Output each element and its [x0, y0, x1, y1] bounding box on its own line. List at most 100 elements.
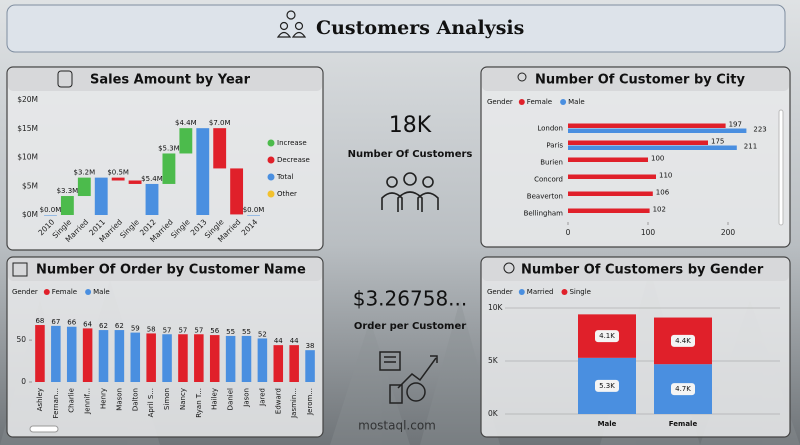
- data-label: 55: [242, 328, 251, 336]
- panel-title-bar: [8, 68, 322, 91]
- legend-swatch: [267, 173, 275, 181]
- y-tick-label: Beaverton: [527, 193, 563, 201]
- y-tick-label: Concord: [534, 176, 563, 184]
- x-tick-label: Jared: [258, 388, 266, 407]
- data-label: 223: [753, 126, 766, 134]
- title-icon: [12, 262, 28, 277]
- bar: [568, 157, 648, 162]
- y-tick-label: 50: [16, 335, 26, 344]
- panel-title: Number Of Customers by Gender: [521, 263, 764, 278]
- waterfall-bar: [128, 180, 142, 184]
- waterfall-bar: [77, 177, 91, 197]
- y-tick-label: 0: [21, 377, 26, 386]
- watermark: mostaql.com: [358, 419, 436, 433]
- x-tick-label: Jerom...: [306, 388, 314, 416]
- y-tick-label: $20M: [17, 95, 38, 104]
- legend-swatch: [267, 190, 275, 198]
- data-label: 64: [83, 320, 92, 328]
- data-label: 59: [131, 325, 140, 333]
- legend-swatch: [561, 289, 568, 295]
- x-tick-label: Edward: [274, 388, 282, 414]
- data-label: 211: [744, 143, 757, 151]
- bar: [98, 330, 109, 382]
- data-label: 68: [35, 317, 44, 325]
- bar: [568, 208, 650, 213]
- data-label: $3.2M: [73, 169, 95, 177]
- data-label: $4.4M: [175, 119, 197, 127]
- label-bubble: [671, 334, 695, 347]
- legend-title: Gender: [12, 288, 38, 296]
- data-label: $0.0M: [243, 206, 265, 214]
- y-tick-label: London: [537, 125, 563, 133]
- x-tick-label: Jennif...: [84, 388, 92, 415]
- data-label: $5.3M: [158, 144, 180, 152]
- y-tick-label: $15M: [17, 124, 38, 133]
- data-label: $0.5M: [107, 169, 129, 177]
- legend-label: Increase: [277, 139, 307, 147]
- panel-title-bar: [8, 258, 322, 281]
- y-tick-label: $5M: [22, 181, 38, 190]
- x-tick-label: Daniel: [227, 388, 235, 410]
- data-label: 4.4K: [675, 337, 691, 345]
- bar: [194, 334, 204, 382]
- data-label: 4.7K: [675, 385, 691, 393]
- x-tick-label: Dalton: [131, 388, 139, 411]
- bar: [257, 338, 268, 382]
- data-label: 62: [99, 322, 108, 330]
- x-tick-label: Fernan...: [52, 388, 60, 419]
- legend-label: Other: [277, 190, 297, 198]
- data-label: 56: [210, 327, 219, 335]
- legend-swatch: [43, 289, 50, 295]
- legend-label: Single: [569, 288, 591, 296]
- y-tick-label: Burien: [540, 159, 563, 167]
- kpi-value: $3.26758...: [353, 287, 468, 311]
- data-label: 44: [274, 337, 283, 345]
- data-label: $7.0M: [209, 119, 231, 127]
- waterfall-bar: [44, 215, 57, 216]
- title-icon: [517, 72, 527, 82]
- data-label: 55: [226, 328, 235, 336]
- data-label: 52: [258, 330, 267, 338]
- panel-title: Number Of Customer by City: [535, 73, 745, 88]
- x-tick-label: Simon: [163, 388, 171, 410]
- x-tick-label: Nancy: [179, 388, 187, 410]
- customers-icon: [381, 172, 439, 212]
- legend-swatch: [85, 289, 92, 295]
- data-label: 57: [178, 326, 187, 334]
- panel-frame: [480, 66, 791, 248]
- header-title: Customers Analysis: [316, 17, 524, 39]
- data-label: 62: [115, 322, 124, 330]
- legend-swatch: [560, 99, 567, 105]
- waterfall-bar: [213, 128, 227, 169]
- legend-label: Male: [93, 288, 110, 296]
- bar: [568, 140, 708, 145]
- panel-title-bar: [482, 68, 789, 91]
- data-label: 38: [306, 342, 315, 350]
- scrollbar[interactable]: [778, 109, 784, 226]
- data-label: 100: [651, 155, 664, 163]
- panel-title-bar: [482, 258, 789, 281]
- bar: [289, 345, 299, 382]
- x-tick-label: Ashley: [36, 388, 44, 411]
- header-icon: [276, 10, 307, 38]
- title-icon: [57, 70, 73, 88]
- waterfall-bar: [111, 177, 125, 181]
- scrollbar[interactable]: [29, 425, 59, 433]
- data-label: 66: [67, 319, 76, 327]
- bar: [305, 350, 315, 382]
- bar: [209, 335, 220, 382]
- bar: [146, 333, 156, 382]
- label-bubble: [595, 330, 619, 343]
- header-box: [6, 4, 786, 53]
- x-tick-label: April S...: [147, 388, 155, 417]
- bar: [82, 328, 93, 382]
- label-bubble: [595, 379, 619, 392]
- label-bubble: [671, 383, 695, 396]
- y-tick-label: $10M: [17, 153, 38, 162]
- bar: [178, 334, 188, 382]
- bar: [568, 123, 726, 128]
- legend-label: Total: [276, 173, 293, 181]
- waterfall-bar: [94, 177, 108, 215]
- bar: [35, 325, 45, 382]
- bar: [568, 174, 656, 179]
